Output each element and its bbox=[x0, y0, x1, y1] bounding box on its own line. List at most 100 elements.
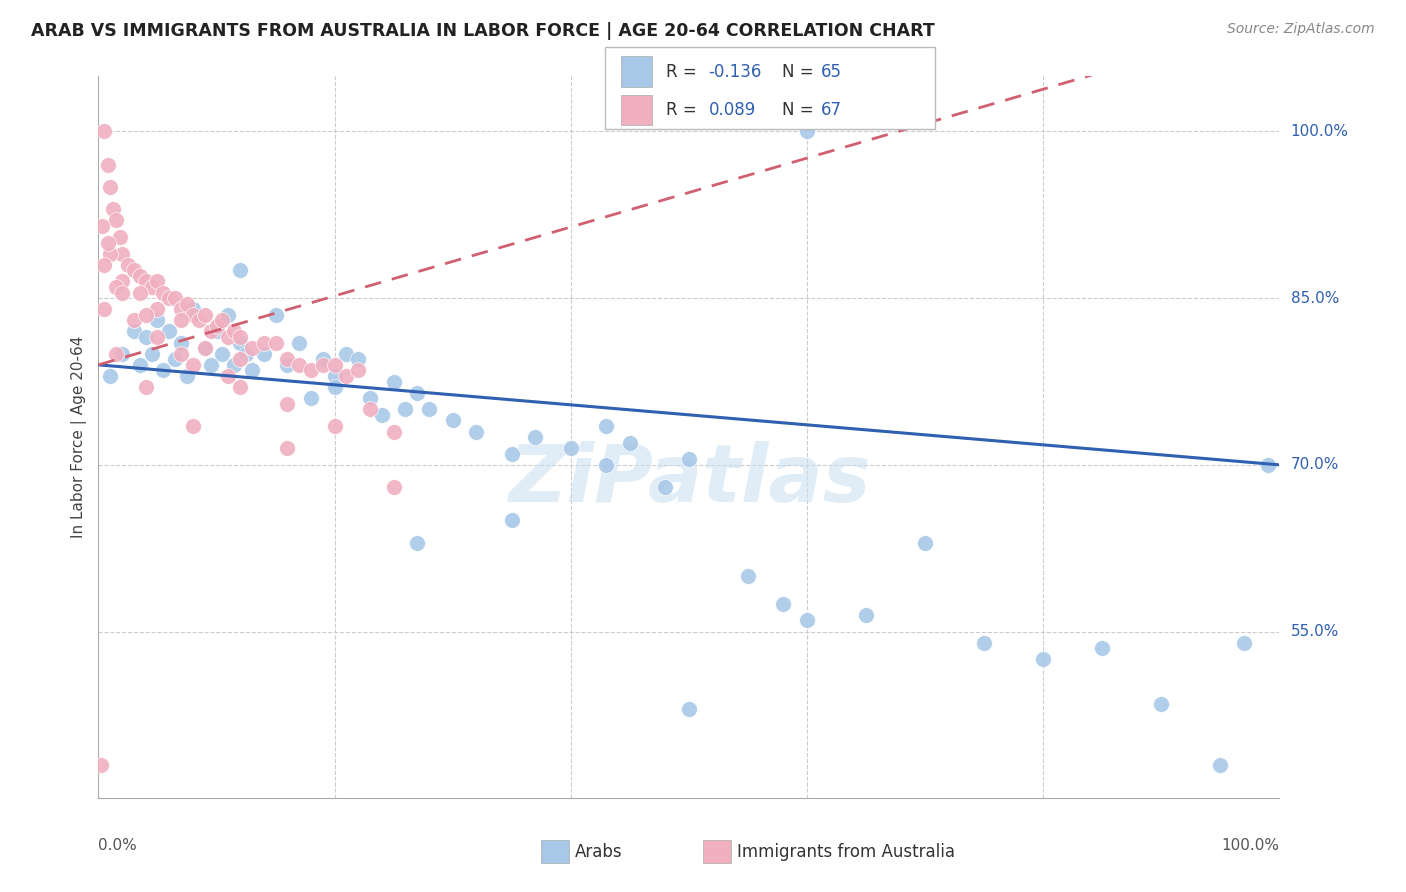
Point bbox=[194, 308, 217, 322]
Text: Immigrants from Australia: Immigrants from Australia bbox=[737, 843, 955, 861]
Point bbox=[323, 358, 346, 372]
Point bbox=[276, 441, 298, 455]
Point bbox=[796, 124, 818, 138]
Point bbox=[91, 219, 114, 233]
Point bbox=[737, 569, 759, 583]
Point bbox=[211, 313, 233, 327]
Point bbox=[229, 352, 252, 367]
Point bbox=[1257, 458, 1279, 472]
Point bbox=[323, 419, 346, 434]
Point bbox=[117, 258, 139, 272]
Point bbox=[288, 358, 311, 372]
Point bbox=[359, 402, 381, 417]
Text: 100.0%: 100.0% bbox=[1291, 124, 1348, 139]
Point bbox=[1032, 652, 1054, 666]
Point bbox=[122, 313, 145, 327]
Point bbox=[229, 335, 252, 350]
Point bbox=[170, 335, 193, 350]
Text: 67: 67 bbox=[821, 101, 842, 120]
Point bbox=[595, 458, 617, 472]
Text: 100.0%: 100.0% bbox=[1222, 838, 1279, 853]
Point bbox=[371, 408, 394, 422]
Point bbox=[157, 291, 180, 305]
Point bbox=[170, 313, 193, 327]
Point bbox=[335, 347, 357, 361]
Point bbox=[678, 452, 700, 467]
Point bbox=[97, 158, 120, 172]
Point bbox=[105, 347, 128, 361]
Point bbox=[93, 124, 115, 138]
Point bbox=[170, 302, 193, 317]
Point bbox=[501, 447, 523, 461]
Point bbox=[135, 330, 157, 344]
Point bbox=[217, 308, 239, 322]
Point bbox=[299, 391, 322, 405]
Point bbox=[181, 308, 204, 322]
Point bbox=[101, 202, 124, 217]
Point bbox=[146, 302, 169, 317]
Point bbox=[141, 347, 163, 361]
Point bbox=[187, 313, 209, 327]
Point bbox=[465, 425, 488, 439]
Point bbox=[128, 268, 150, 283]
Text: 55.0%: 55.0% bbox=[1291, 624, 1339, 639]
Text: R =: R = bbox=[666, 62, 703, 80]
Point bbox=[108, 230, 131, 244]
Point bbox=[165, 352, 187, 367]
Point bbox=[229, 330, 252, 344]
Point bbox=[98, 180, 121, 194]
Point bbox=[224, 358, 246, 372]
Point bbox=[200, 325, 222, 339]
Point bbox=[312, 352, 335, 367]
Point bbox=[914, 535, 936, 549]
Point bbox=[205, 318, 228, 333]
Point bbox=[98, 368, 121, 383]
Point bbox=[97, 235, 120, 250]
Point bbox=[595, 419, 617, 434]
Text: ARAB VS IMMIGRANTS FROM AUSTRALIA IN LABOR FORCE | AGE 20-64 CORRELATION CHART: ARAB VS IMMIGRANTS FROM AUSTRALIA IN LAB… bbox=[31, 22, 935, 40]
Point bbox=[157, 325, 180, 339]
Text: N =: N = bbox=[782, 101, 818, 120]
Point bbox=[276, 358, 298, 372]
Point bbox=[264, 308, 287, 322]
Point bbox=[288, 335, 311, 350]
Point bbox=[347, 363, 370, 377]
Point bbox=[217, 368, 239, 383]
Point bbox=[176, 368, 198, 383]
Text: Source: ZipAtlas.com: Source: ZipAtlas.com bbox=[1227, 22, 1375, 37]
Point bbox=[347, 352, 370, 367]
Point bbox=[122, 325, 145, 339]
Point bbox=[105, 280, 128, 294]
Point bbox=[205, 325, 228, 339]
Point bbox=[240, 363, 263, 377]
Point bbox=[1150, 697, 1173, 711]
Point bbox=[235, 347, 257, 361]
Point bbox=[619, 435, 641, 450]
Text: N =: N = bbox=[782, 62, 818, 80]
Point bbox=[418, 402, 440, 417]
Point bbox=[323, 380, 346, 394]
Point bbox=[323, 368, 346, 383]
Point bbox=[253, 347, 276, 361]
Point bbox=[1233, 636, 1256, 650]
Point bbox=[524, 430, 547, 444]
Point bbox=[194, 341, 217, 355]
Point bbox=[111, 246, 134, 260]
Point bbox=[394, 402, 416, 417]
Point bbox=[146, 330, 169, 344]
Text: 70.0%: 70.0% bbox=[1291, 458, 1339, 473]
Point bbox=[181, 302, 204, 317]
Point bbox=[194, 341, 217, 355]
Point bbox=[181, 419, 204, 434]
Point bbox=[240, 341, 263, 355]
Point bbox=[678, 702, 700, 716]
Point bbox=[135, 380, 157, 394]
Point bbox=[855, 607, 877, 622]
Point bbox=[1091, 641, 1114, 656]
Point bbox=[382, 480, 405, 494]
Text: 65: 65 bbox=[821, 62, 842, 80]
Point bbox=[229, 380, 252, 394]
Text: 0.0%: 0.0% bbox=[98, 838, 138, 853]
Point bbox=[335, 368, 357, 383]
Point bbox=[146, 275, 169, 289]
